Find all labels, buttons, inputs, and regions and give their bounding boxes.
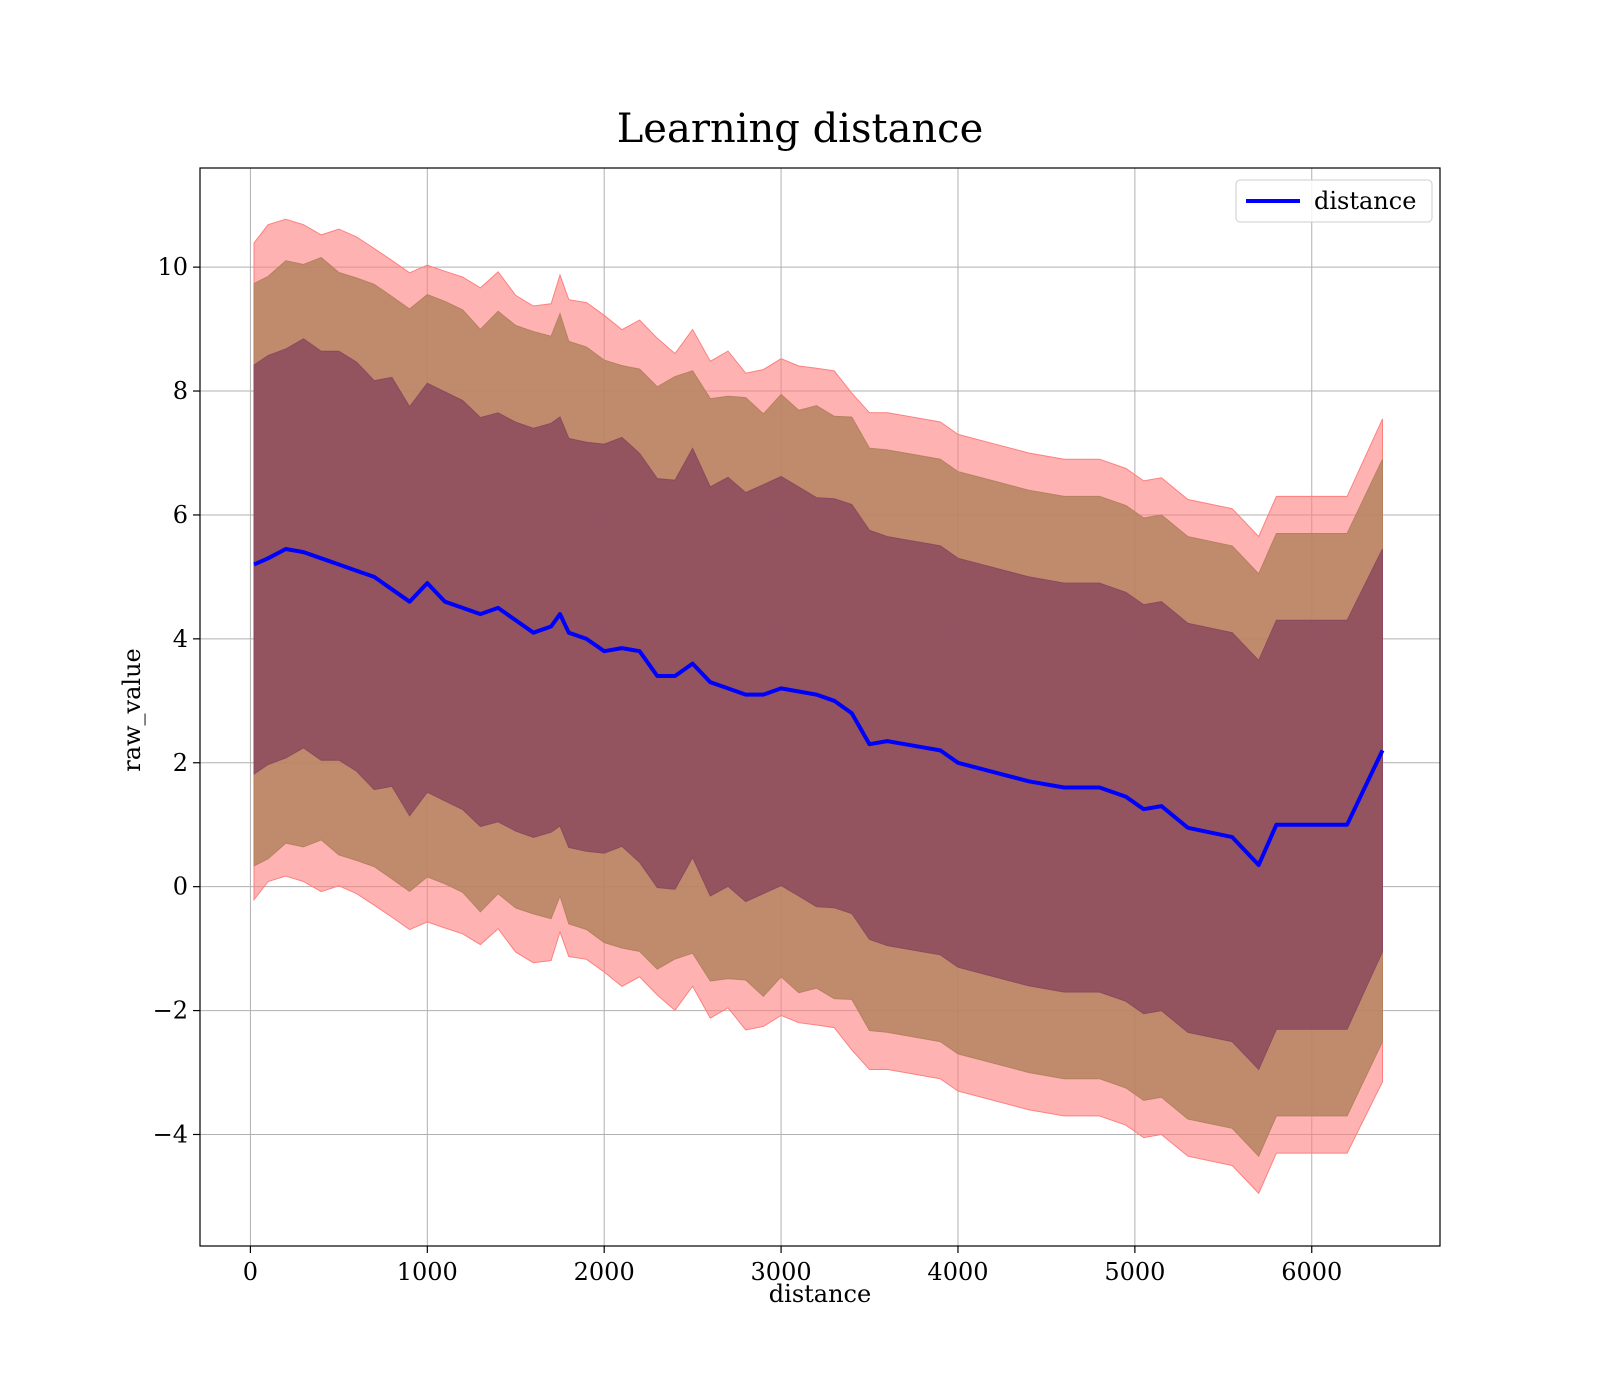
y-tick-label: 2 [173,749,188,777]
y-tick-label: 4 [173,625,188,653]
legend-label-distance: distance [1314,187,1416,215]
y-tick-label: −4 [153,1120,188,1148]
x-tick-label: 2000 [574,1258,635,1286]
y-tick-label: 6 [173,501,188,529]
x-tick-label: 0 [243,1258,258,1286]
band-inner [253,338,1383,1071]
legend: distance [1235,179,1433,223]
plot-frame [199,167,1441,1247]
series-line-distance [253,547,1385,867]
y-tick-label: 0 [173,873,188,901]
x-tick-label: 6000 [1281,1258,1342,1286]
y-tick-label: 10 [157,253,188,281]
legend-box [1235,179,1433,223]
x-tick-label: 4000 [927,1258,988,1286]
plot-area: 0 1000 2000 3000 4000 5000 6000 −4 −2 0 2 4 6 8 10 dist… [153,167,1441,1286]
x-tick-label: 5000 [1104,1258,1165,1286]
y-tick-label: −2 [153,997,188,1025]
chart-title: Learning distance [617,106,984,152]
x-tick-label: 3000 [751,1258,812,1286]
x-tick-label: 1000 [397,1258,458,1286]
y-axis-label: raw_value [118,648,146,772]
x-axis-label: distance [769,1280,871,1308]
y-tick-label: 8 [173,377,188,405]
